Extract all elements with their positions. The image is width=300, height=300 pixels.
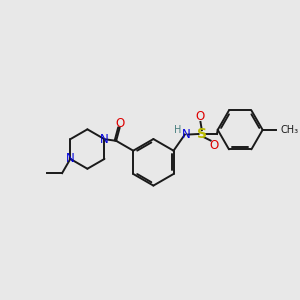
Text: N: N xyxy=(66,152,75,165)
Text: O: O xyxy=(209,139,219,152)
Text: N: N xyxy=(100,133,109,146)
Text: H: H xyxy=(173,124,181,135)
Text: N: N xyxy=(182,128,190,141)
Text: O: O xyxy=(196,110,205,123)
Text: CH₃: CH₃ xyxy=(280,125,298,135)
Text: O: O xyxy=(115,117,124,130)
Text: S: S xyxy=(197,127,207,141)
